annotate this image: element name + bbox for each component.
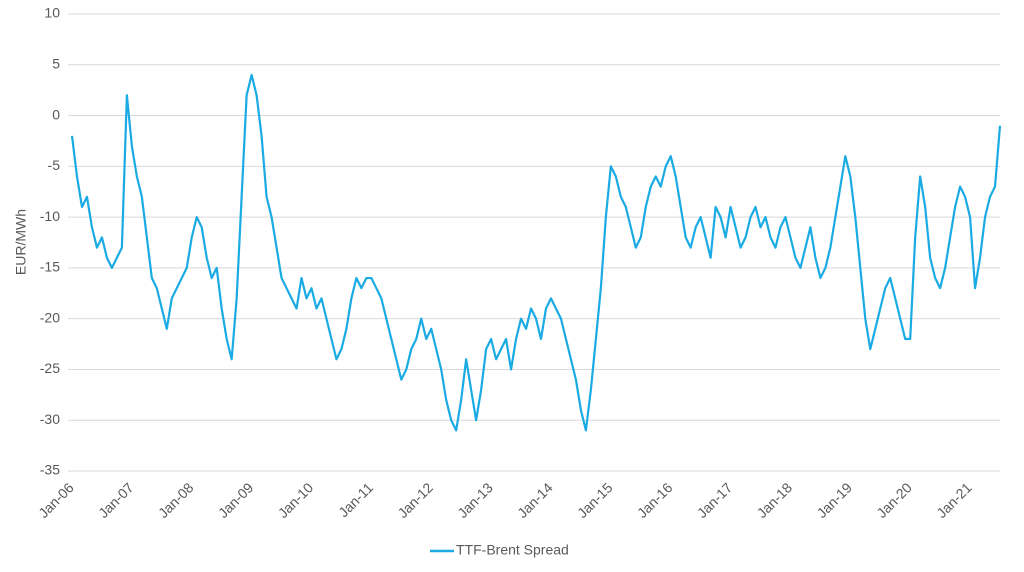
x-tick-label: Jan-20 <box>873 479 915 521</box>
series-line <box>70 73 1002 432</box>
x-tick-label: Jan-17 <box>694 479 736 521</box>
x-tick-label: Jan-19 <box>813 479 855 521</box>
x-tick-label: Jan-21 <box>933 479 975 521</box>
y-tick-label: -25 <box>40 360 60 376</box>
x-tick-label: Jan-11 <box>335 479 376 520</box>
y-tick-label: 5 <box>52 55 60 71</box>
y-axis-label: EUR/MWh <box>13 209 29 275</box>
x-tick-label: Jan-07 <box>95 479 137 521</box>
x-tick-label: Jan-15 <box>574 479 616 521</box>
x-tick-label: Jan-14 <box>514 479 556 521</box>
y-tick-label: -30 <box>40 411 60 427</box>
y-tick-label: -5 <box>48 157 61 173</box>
y-tick-label: -35 <box>40 462 60 478</box>
y-tick-label: -15 <box>40 259 60 275</box>
y-tick-label: 0 <box>52 106 60 122</box>
legend-label: TTF-Brent Spread <box>456 542 569 558</box>
x-tick-label: Jan-16 <box>634 479 676 521</box>
y-tick-label: 10 <box>44 5 60 21</box>
y-tick-label: -20 <box>40 309 60 325</box>
x-tick-label: Jan-12 <box>394 479 436 521</box>
x-tick-label: Jan-13 <box>454 479 496 521</box>
y-tick-label: -10 <box>40 208 60 224</box>
x-tick-label: Jan-10 <box>275 479 317 521</box>
x-tick-label: Jan-06 <box>35 479 77 521</box>
x-tick-label: Jan-08 <box>155 479 197 521</box>
x-tick-label: Jan-18 <box>754 479 796 521</box>
x-tick-label: Jan-09 <box>215 479 257 521</box>
